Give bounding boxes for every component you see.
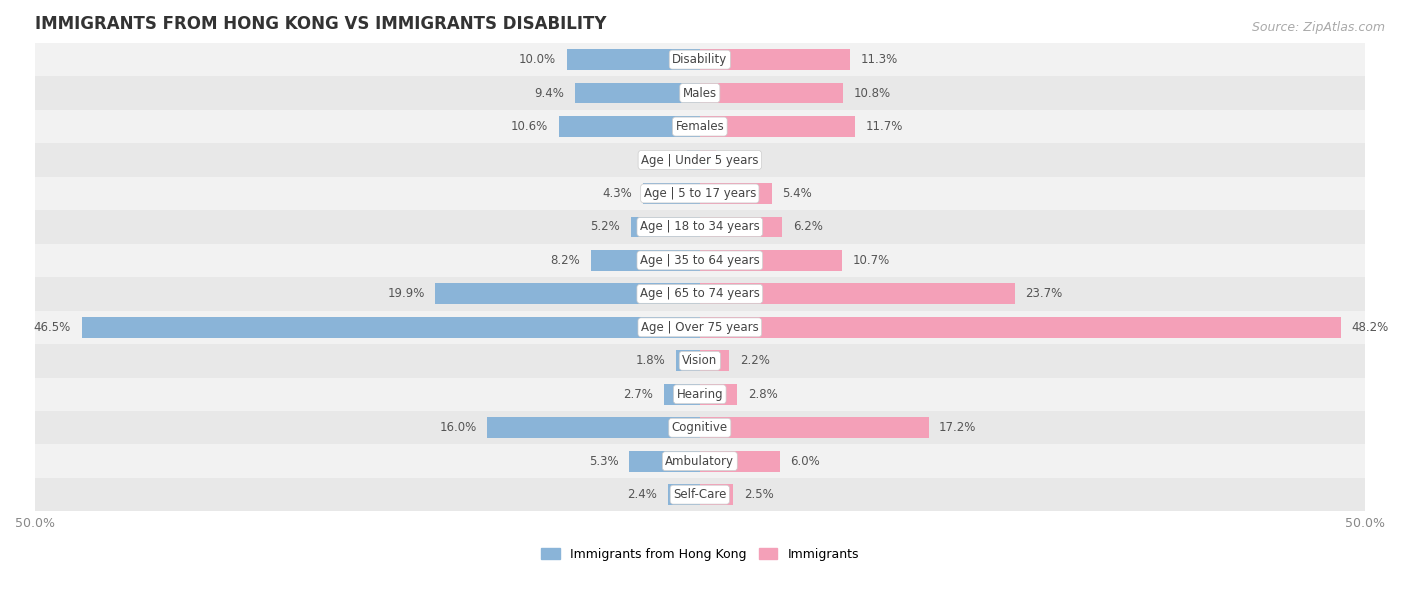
Bar	[700, 250, 842, 271]
Text: Age | Over 75 years: Age | Over 75 years	[641, 321, 759, 334]
Text: 10.6%: 10.6%	[510, 120, 548, 133]
Text: 2.5%: 2.5%	[744, 488, 773, 501]
Bar	[486, 417, 700, 438]
Text: 11.3%: 11.3%	[860, 53, 898, 66]
Bar	[700, 116, 855, 137]
Bar	[700, 49, 851, 70]
Text: 5.4%: 5.4%	[782, 187, 813, 200]
Text: 8.2%: 8.2%	[550, 254, 581, 267]
Text: Age | 65 to 74 years: Age | 65 to 74 years	[640, 288, 759, 300]
Bar	[575, 83, 700, 103]
Bar	[688, 150, 700, 170]
Text: 6.0%: 6.0%	[790, 455, 820, 468]
Text: 6.2%: 6.2%	[793, 220, 823, 233]
Bar	[700, 217, 782, 237]
Text: 2.2%: 2.2%	[740, 354, 769, 367]
FancyBboxPatch shape	[35, 244, 1365, 277]
FancyBboxPatch shape	[35, 110, 1365, 143]
Bar	[668, 484, 700, 505]
Text: Ambulatory: Ambulatory	[665, 455, 734, 468]
Text: 1.2%: 1.2%	[727, 154, 756, 166]
Bar	[436, 283, 700, 304]
FancyBboxPatch shape	[35, 277, 1365, 311]
Bar	[567, 49, 700, 70]
Text: 10.0%: 10.0%	[519, 53, 557, 66]
Text: 10.8%: 10.8%	[853, 86, 891, 100]
Text: 9.4%: 9.4%	[534, 86, 564, 100]
Text: 4.3%: 4.3%	[602, 187, 633, 200]
Bar	[700, 317, 1341, 338]
FancyBboxPatch shape	[35, 311, 1365, 344]
Bar	[700, 451, 779, 472]
Text: 10.7%: 10.7%	[852, 254, 890, 267]
Text: 5.2%: 5.2%	[591, 220, 620, 233]
Bar	[700, 351, 730, 371]
Text: Cognitive: Cognitive	[672, 421, 728, 435]
FancyBboxPatch shape	[35, 411, 1365, 444]
Text: Females: Females	[675, 120, 724, 133]
Text: Disability: Disability	[672, 53, 727, 66]
Text: 17.2%: 17.2%	[939, 421, 977, 435]
Bar	[700, 484, 733, 505]
FancyBboxPatch shape	[35, 344, 1365, 378]
Text: Age | 35 to 64 years: Age | 35 to 64 years	[640, 254, 759, 267]
Text: 2.8%: 2.8%	[748, 388, 778, 401]
Text: Vision: Vision	[682, 354, 717, 367]
Bar	[700, 417, 928, 438]
Bar	[631, 217, 700, 237]
FancyBboxPatch shape	[35, 143, 1365, 177]
Text: 2.4%: 2.4%	[627, 488, 657, 501]
Text: Age | Under 5 years: Age | Under 5 years	[641, 154, 759, 166]
Text: 0.95%: 0.95%	[640, 154, 676, 166]
Text: 48.2%: 48.2%	[1351, 321, 1389, 334]
Bar	[700, 150, 716, 170]
Text: Age | 5 to 17 years: Age | 5 to 17 years	[644, 187, 756, 200]
Bar	[676, 351, 700, 371]
FancyBboxPatch shape	[35, 478, 1365, 512]
Text: Source: ZipAtlas.com: Source: ZipAtlas.com	[1251, 21, 1385, 34]
FancyBboxPatch shape	[35, 43, 1365, 76]
Legend: Immigrants from Hong Kong, Immigrants: Immigrants from Hong Kong, Immigrants	[536, 543, 863, 566]
Text: 5.3%: 5.3%	[589, 455, 619, 468]
Bar	[591, 250, 700, 271]
Bar	[643, 183, 700, 204]
FancyBboxPatch shape	[35, 444, 1365, 478]
Text: Hearing: Hearing	[676, 388, 723, 401]
Text: 2.7%: 2.7%	[623, 388, 654, 401]
FancyBboxPatch shape	[35, 76, 1365, 110]
Text: IMMIGRANTS FROM HONG KONG VS IMMIGRANTS DISABILITY: IMMIGRANTS FROM HONG KONG VS IMMIGRANTS …	[35, 15, 606, 33]
FancyBboxPatch shape	[35, 177, 1365, 210]
Text: 16.0%: 16.0%	[439, 421, 477, 435]
FancyBboxPatch shape	[35, 378, 1365, 411]
Text: 46.5%: 46.5%	[34, 321, 70, 334]
Text: Age | 18 to 34 years: Age | 18 to 34 years	[640, 220, 759, 233]
Text: Males: Males	[683, 86, 717, 100]
Bar	[630, 451, 700, 472]
Text: 1.8%: 1.8%	[636, 354, 665, 367]
Bar	[664, 384, 700, 405]
Bar	[700, 183, 772, 204]
Bar	[700, 83, 844, 103]
Bar	[700, 283, 1015, 304]
Bar	[82, 317, 700, 338]
Text: Self-Care: Self-Care	[673, 488, 727, 501]
FancyBboxPatch shape	[35, 210, 1365, 244]
Bar	[558, 116, 700, 137]
Bar	[700, 384, 737, 405]
Text: 19.9%: 19.9%	[387, 288, 425, 300]
Text: 11.7%: 11.7%	[866, 120, 904, 133]
Text: 23.7%: 23.7%	[1025, 288, 1063, 300]
